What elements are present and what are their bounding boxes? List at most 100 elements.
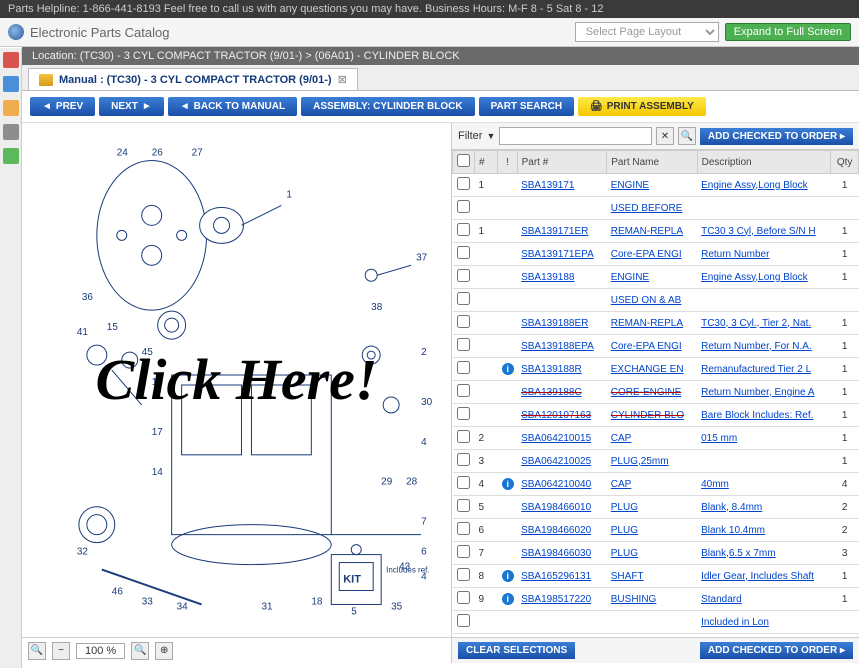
- cell-desc[interactable]: [697, 197, 831, 220]
- cell-desc[interactable]: [697, 450, 831, 473]
- col-check[interactable]: [453, 151, 475, 174]
- row-checkbox[interactable]: [457, 315, 470, 328]
- callout-number[interactable]: 24: [117, 148, 129, 159]
- cell-partname[interactable]: USED BEFORE: [607, 197, 697, 220]
- table-row[interactable]: 5SBA198466010PLUGBlank, 8.4mm2: [453, 496, 859, 519]
- part-search-button[interactable]: PART SEARCH: [479, 97, 574, 116]
- row-checkbox[interactable]: [457, 453, 470, 466]
- expand-fullscreen-button[interactable]: Expand to Full Screen: [725, 23, 851, 41]
- callout-number[interactable]: 34: [177, 601, 189, 612]
- cell-partno[interactable]: SBA139188EPA: [517, 335, 607, 358]
- cell-partno[interactable]: SBA064210040: [517, 473, 607, 496]
- cell-desc[interactable]: Return Number, Engine A: [697, 381, 831, 404]
- callout-number[interactable]: 15: [107, 322, 119, 333]
- table-row[interactable]: SBA139171EPACore-EPA ENGIReturn Number1: [453, 243, 859, 266]
- callout-number[interactable]: 37: [416, 252, 428, 263]
- row-checkbox[interactable]: [457, 545, 470, 558]
- table-row[interactable]: 2SBA064210015CAP015 mm1: [453, 427, 859, 450]
- cell-partno[interactable]: [517, 197, 607, 220]
- cell-partname[interactable]: USED ON & AB: [607, 289, 697, 312]
- assembly-button[interactable]: ASSEMBLY: CYLINDER BLOCK: [301, 97, 474, 116]
- row-checkbox[interactable]: [457, 246, 470, 259]
- cell-partno[interactable]: SBA139171: [517, 174, 607, 197]
- filter-search-icon[interactable]: 🔍: [678, 127, 696, 145]
- callout-number[interactable]: 46: [112, 587, 124, 598]
- cell-partname[interactable]: REMAN-REPLA: [607, 312, 697, 335]
- table-row[interactable]: USED BEFORE: [453, 197, 859, 220]
- table-row[interactable]: iSBA139188REXCHANGE ENRemanufactured Tie…: [453, 358, 859, 381]
- cell-partno[interactable]: SBA139188C: [517, 381, 607, 404]
- layout-select[interactable]: Select Page Layout: [575, 22, 719, 42]
- cell-partno[interactable]: SBA198517220: [517, 588, 607, 611]
- callout-number[interactable]: 18: [311, 596, 323, 607]
- cell-desc[interactable]: Standard: [697, 588, 831, 611]
- cell-partno[interactable]: SBA064210025: [517, 450, 607, 473]
- row-checkbox[interactable]: [457, 522, 470, 535]
- back-to-manual-button[interactable]: ◄BACK TO MANUAL: [168, 97, 297, 116]
- next-button[interactable]: NEXT►: [99, 97, 164, 116]
- cell-partname[interactable]: Core-EPA ENGI: [607, 243, 697, 266]
- cell-desc[interactable]: Blank, 8.4mm: [697, 496, 831, 519]
- row-checkbox[interactable]: [457, 200, 470, 213]
- cell-partname[interactable]: PLUG,25mm: [607, 450, 697, 473]
- callout-number[interactable]: 26: [152, 148, 164, 159]
- cell-partname[interactable]: [607, 611, 697, 634]
- row-checkbox[interactable]: [457, 476, 470, 489]
- row-checkbox[interactable]: [457, 568, 470, 581]
- cell-partno[interactable]: SBA198466030: [517, 542, 607, 565]
- row-checkbox[interactable]: [457, 614, 470, 627]
- row-checkbox[interactable]: [457, 292, 470, 305]
- cell-partname[interactable]: PLUG: [607, 496, 697, 519]
- cell-partname[interactable]: EXCHANGE EN: [607, 358, 697, 381]
- zoom-fit-icon[interactable]: ⊕: [155, 642, 173, 660]
- add-to-order-button-bottom[interactable]: ADD CHECKED TO ORDER ▸: [700, 642, 853, 659]
- row-checkbox[interactable]: [457, 338, 470, 351]
- row-checkbox[interactable]: [457, 269, 470, 282]
- callout-number[interactable]: 38: [371, 302, 383, 313]
- clear-selections-button[interactable]: CLEAR SELECTIONS: [458, 642, 575, 659]
- callout-number[interactable]: 41: [77, 327, 89, 338]
- callout-number[interactable]: 5: [351, 606, 357, 617]
- cell-desc[interactable]: Bare Block Includes: Ref.: [697, 404, 831, 427]
- info-icon[interactable]: i: [502, 593, 514, 605]
- table-row[interactable]: 9iSBA198517220BUSHINGStandard1: [453, 588, 859, 611]
- callout-number[interactable]: 27: [192, 148, 204, 159]
- callout-number[interactable]: 30: [421, 397, 433, 408]
- cell-desc[interactable]: Engine Assy,Long Block: [697, 174, 831, 197]
- cell-partno[interactable]: [517, 289, 607, 312]
- row-checkbox[interactable]: [457, 407, 470, 420]
- callout-number[interactable]: 29: [381, 477, 393, 488]
- table-row[interactable]: 4iSBA064210040CAP40mm4: [453, 473, 859, 496]
- filter-dropdown-icon[interactable]: ▼: [486, 131, 495, 141]
- callout-number[interactable]: 4: [421, 437, 427, 448]
- cell-partname[interactable]: PLUG: [607, 542, 697, 565]
- add-to-order-button-top[interactable]: ADD CHECKED TO ORDER ▸: [700, 128, 853, 145]
- cell-partno[interactable]: SBA139188: [517, 266, 607, 289]
- col-desc[interactable]: Description: [697, 151, 831, 174]
- table-row[interactable]: 1SBA139171ERREMAN-REPLATC30 3 Cyl, Befor…: [453, 220, 859, 243]
- cell-desc[interactable]: TC30 3 Cyl, Before S/N H: [697, 220, 831, 243]
- help-icon[interactable]: [3, 148, 19, 164]
- cell-partname[interactable]: BUSHING: [607, 588, 697, 611]
- filter-input[interactable]: [499, 127, 652, 145]
- cube-icon[interactable]: [3, 52, 19, 68]
- info-icon[interactable]: i: [502, 570, 514, 582]
- callout-number[interactable]: 45: [142, 347, 154, 358]
- row-checkbox[interactable]: [457, 361, 470, 374]
- table-row[interactable]: 7SBA198466030PLUGBlank,6.5 x 7mm3: [453, 542, 859, 565]
- cell-desc[interactable]: 40mm: [697, 473, 831, 496]
- cart-icon[interactable]: [3, 100, 19, 116]
- table-row[interactable]: 8iSBA165296131SHAFTIdler Gear, Includes …: [453, 565, 859, 588]
- callout-number[interactable]: 35: [391, 601, 403, 612]
- info-icon[interactable]: i: [502, 478, 514, 490]
- cell-partname[interactable]: CORE-ENGINE: [607, 381, 697, 404]
- col-partno[interactable]: Part #: [517, 151, 607, 174]
- cell-partno[interactable]: SBA139171ER: [517, 220, 607, 243]
- callout-number[interactable]: 6: [421, 547, 427, 558]
- callout-number[interactable]: 32: [77, 547, 89, 558]
- callout-number[interactable]: 31: [261, 601, 273, 612]
- cell-partname[interactable]: PLUG: [607, 519, 697, 542]
- row-checkbox[interactable]: [457, 499, 470, 512]
- exploded-diagram[interactable]: 2426271373641154538230161714432463334311…: [22, 123, 451, 637]
- cell-desc[interactable]: Idler Gear, Includes Shaft: [697, 565, 831, 588]
